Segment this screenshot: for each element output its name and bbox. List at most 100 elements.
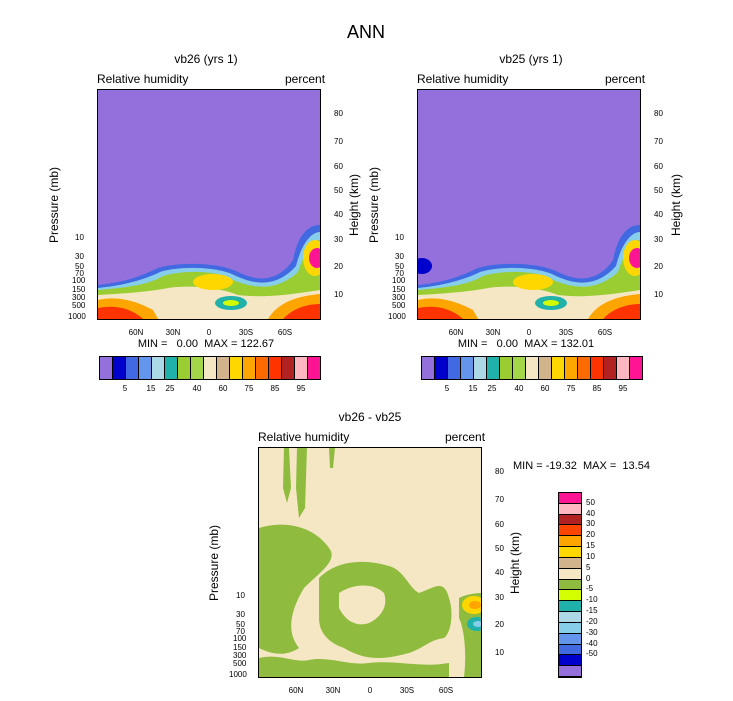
colorbar-swatch xyxy=(152,357,165,379)
colorbar-swatch xyxy=(165,357,178,379)
height-tick: 50 xyxy=(654,186,663,195)
pressure-tick: 30 xyxy=(236,610,245,619)
pressure-tick: 70 xyxy=(236,627,245,636)
x-tick: 60N xyxy=(128,328,144,337)
height-tick: 70 xyxy=(654,137,663,146)
min-max-stats: MIN = -19.32 MAX = 13.54 xyxy=(513,460,650,472)
colorbar-swatch xyxy=(559,655,581,667)
colorbar-swatch xyxy=(295,357,308,379)
panel-subtitle: vb25 (yrs 1) xyxy=(499,52,563,66)
height-tick: 50 xyxy=(495,544,504,553)
pressure-tick: 30 xyxy=(75,252,84,261)
colorbar-swatch xyxy=(526,357,539,379)
colorbar-swatch xyxy=(100,357,113,379)
contour-field xyxy=(259,448,481,677)
colorbar-label: 25 xyxy=(487,384,497,393)
height-tick: 60 xyxy=(654,162,663,171)
colorbar-swatch xyxy=(559,568,581,580)
colorbar-swatch xyxy=(559,644,581,656)
min-max-stats: MIN = 0.00 MAX = 122.67 xyxy=(137,338,275,350)
y-left-title: Pressure (mb) xyxy=(47,166,61,244)
colorbar-swatch xyxy=(308,357,320,379)
colorbar xyxy=(558,492,582,678)
colorbar-swatch xyxy=(474,357,487,379)
colorbar-swatch xyxy=(617,357,630,379)
colorbar-label: 5 xyxy=(586,562,591,572)
x-tick: 60S xyxy=(277,328,293,337)
colorbar-label: 60 xyxy=(218,384,228,393)
colorbar-swatch xyxy=(113,357,126,379)
colorbar-label: 75 xyxy=(244,384,254,393)
colorbar-swatch xyxy=(565,357,578,379)
colorbar-label: 60 xyxy=(540,384,550,393)
pressure-tick: 1000 xyxy=(388,312,406,321)
colorbar-label: -5 xyxy=(586,584,594,594)
colorbar-label: 15 xyxy=(468,384,478,393)
height-tick: 30 xyxy=(654,235,663,244)
x-tick: 30S xyxy=(238,328,254,337)
pressure-tick: 100 xyxy=(233,634,247,643)
pressure-tick: 150 xyxy=(72,285,86,294)
height-tick: 20 xyxy=(334,262,343,271)
colorbar-swatch xyxy=(435,357,448,379)
colorbar-label: -10 xyxy=(586,595,598,605)
x-tick: 60S xyxy=(438,686,454,695)
colorbar-swatch xyxy=(630,357,642,379)
x-tick: 60N xyxy=(448,328,464,337)
panel-subtitle: vb26 (yrs 1) xyxy=(174,52,238,66)
colorbar-swatch xyxy=(178,357,191,379)
colorbar-swatch xyxy=(230,357,243,379)
colorbar-swatch xyxy=(559,503,581,515)
contour-field xyxy=(418,90,640,319)
colorbar-swatch xyxy=(559,579,581,591)
pressure-tick: 500 xyxy=(392,301,406,310)
pressure-tick: 30 xyxy=(395,252,404,261)
colorbar xyxy=(421,356,643,380)
colorbar-swatch xyxy=(559,622,581,634)
colorbar-swatch xyxy=(461,357,474,379)
page-title: ANN xyxy=(346,22,386,42)
pressure-tick: 10 xyxy=(395,233,404,242)
colorbar-label: 5 xyxy=(444,384,450,393)
colorbar-swatch xyxy=(559,666,581,678)
height-tick: 20 xyxy=(654,262,663,271)
pressure-tick: 100 xyxy=(72,276,86,285)
colorbar-label: -20 xyxy=(586,616,598,626)
colorbar-label: 85 xyxy=(270,384,280,393)
pressure-tick: 50 xyxy=(236,620,245,629)
height-tick: 20 xyxy=(495,620,504,629)
colorbar-swatch xyxy=(269,357,282,379)
x-tick: 0 xyxy=(206,328,212,337)
colorbar-swatch xyxy=(552,357,565,379)
height-tick: 40 xyxy=(495,568,504,577)
colorbar-label: 30 xyxy=(586,519,595,529)
colorbar-label: 95 xyxy=(618,384,628,393)
height-tick: 50 xyxy=(334,186,343,195)
pressure-tick: 500 xyxy=(72,301,86,310)
colorbar-label: 15 xyxy=(586,541,595,551)
pressure-tick: 50 xyxy=(75,262,84,271)
pressure-tick: 150 xyxy=(392,285,406,294)
unit-label: percent xyxy=(605,72,646,86)
contour-field xyxy=(98,90,320,319)
variable-label: Relative humidity xyxy=(417,72,509,86)
colorbar-label: 15 xyxy=(146,384,156,393)
y-left-title: Pressure (mb) xyxy=(207,524,221,602)
colorbar-label: 0 xyxy=(586,573,591,583)
height-tick: 60 xyxy=(334,162,343,171)
colorbar-label: 40 xyxy=(586,508,595,518)
pressure-tick: 500 xyxy=(233,659,247,668)
colorbar-swatch xyxy=(513,357,526,379)
colorbar-swatch xyxy=(559,590,581,602)
x-tick: 30N xyxy=(165,328,181,337)
colorbar-swatch xyxy=(448,357,461,379)
colorbar-swatch xyxy=(559,612,581,623)
min-max-stats: MIN = 0.00 MAX = 132.01 xyxy=(457,338,595,350)
colorbar-swatch xyxy=(604,357,617,379)
colorbar xyxy=(99,356,321,380)
colorbar-swatch xyxy=(559,547,581,558)
height-tick: 10 xyxy=(495,648,504,657)
pressure-tick: 300 xyxy=(72,293,86,302)
colorbar-swatch xyxy=(126,357,139,379)
colorbar-swatch xyxy=(559,514,581,526)
